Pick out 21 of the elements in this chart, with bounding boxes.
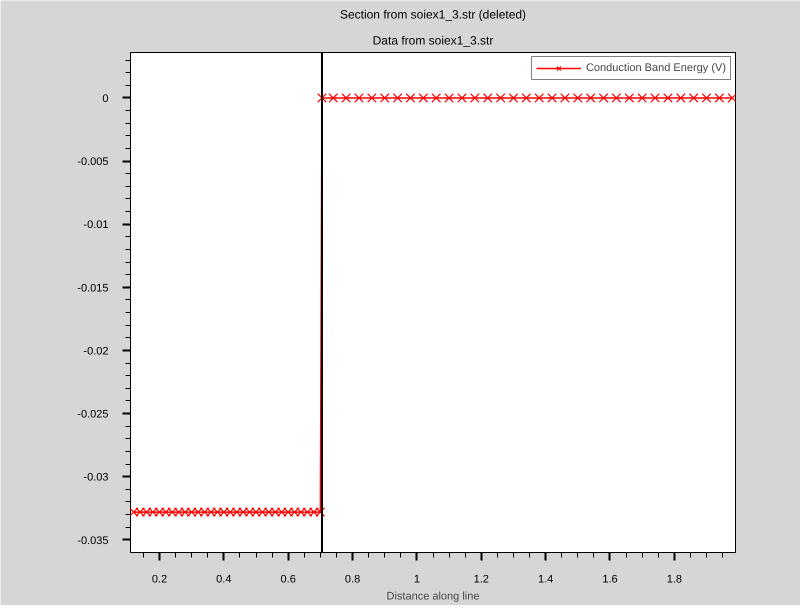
x-tick-label: 0.2	[152, 574, 168, 586]
x-axis-title: Distance along line	[386, 590, 480, 602]
x-tick-label: 0.8	[344, 574, 360, 586]
y-tick-label: -0.03	[83, 472, 109, 484]
x-tick-label: 1.6	[602, 574, 618, 586]
x-tick-label: 1	[414, 574, 420, 586]
y-tick-label: -0.005	[77, 156, 109, 168]
x-tick-label: 1.2	[474, 574, 489, 586]
legend-label: Conduction Band Energy (V)	[586, 61, 726, 75]
y-tick-label: -0.015	[77, 282, 109, 294]
x-tick-label: 1.8	[666, 574, 682, 586]
chart-subtitle: Data from soiex1_3.str	[372, 34, 494, 48]
chart-title: Section from soiex1_3.str (deleted)	[340, 8, 526, 22]
x-tick-label: 1.4	[538, 574, 554, 586]
x-tick-label: 0.4	[216, 574, 232, 586]
y-tick-label: -0.02	[83, 345, 109, 358]
y-tick-label: -0.01	[83, 219, 109, 232]
x-tick-label: 0.6	[280, 574, 296, 586]
y-tick-label: -0.025	[77, 408, 109, 421]
y-tick-label: -0.035	[77, 534, 109, 547]
y-tick-label: 0	[102, 92, 109, 105]
